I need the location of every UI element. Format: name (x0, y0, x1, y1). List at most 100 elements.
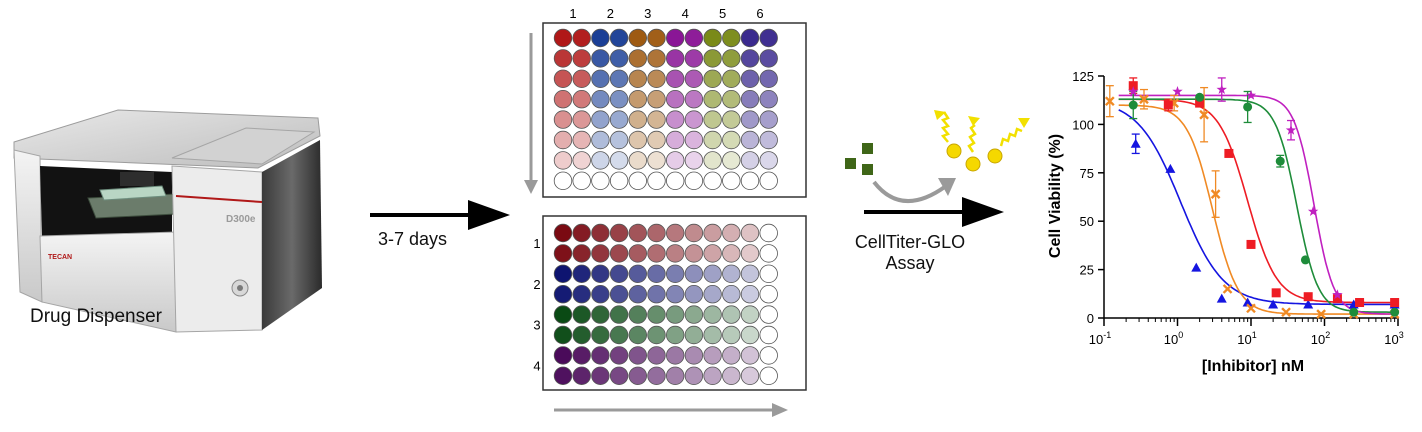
plate-top-well (684, 171, 704, 191)
plate-row-label: 1 (533, 236, 540, 251)
plate-bottom-well (666, 223, 685, 243)
plate-top-well (572, 130, 591, 150)
plate-top-well (740, 69, 760, 89)
plate-bottom-well (591, 325, 610, 345)
plate-top-well (609, 89, 629, 109)
plate-top-well (666, 69, 685, 89)
light-ray-2 (967, 124, 977, 153)
data-point-triangle (1191, 262, 1202, 272)
plate-bottom-well (609, 223, 629, 243)
dilution-vertical-head (524, 180, 538, 194)
data-point-x (1222, 284, 1233, 294)
data-point-triangle (1130, 138, 1141, 148)
plate-bottom-well (553, 366, 573, 386)
plate-bottom-well (609, 285, 629, 304)
y-tick-label: 50 (1080, 214, 1094, 229)
plate-top-well (740, 151, 760, 170)
plate-top-well (647, 89, 666, 109)
plate-top-well (591, 151, 610, 170)
plate-top-well (591, 49, 610, 68)
fit-curve (1118, 94, 1398, 315)
plate-top-well (740, 110, 760, 129)
plate-top-well (666, 130, 685, 150)
plate-top-well (666, 110, 685, 129)
plate-top-well (759, 49, 778, 68)
plate-bottom-well (628, 366, 648, 386)
data-point-star (1332, 289, 1343, 300)
plate-row-label: 3 (533, 318, 540, 333)
plate-top-well (722, 49, 741, 68)
fit-curve (1118, 109, 1398, 306)
plate-top-well (684, 110, 704, 129)
data-point-triangle (1268, 299, 1279, 309)
data-point-x (1246, 303, 1256, 314)
dilution-direction-horizontal-arrow (554, 403, 788, 417)
data-point-star (1307, 206, 1319, 216)
plate-bottom-well (703, 325, 722, 345)
data-point-x (1316, 309, 1326, 319)
plate-top-well (553, 171, 573, 191)
dispenser-model: D300e (226, 214, 256, 225)
data-point-square (1332, 294, 1342, 304)
data-point-x (1139, 94, 1149, 105)
plate-top-well (666, 171, 685, 191)
substrate-square-1 (845, 158, 856, 169)
plate-bottom-well (591, 223, 610, 243)
data-point-square (1355, 298, 1365, 308)
plate-top-well (703, 49, 722, 68)
light-dot-3 (987, 148, 1003, 164)
plate-bottom-well (666, 346, 685, 365)
data-point-star (1172, 86, 1183, 96)
plate-bottom-well (684, 346, 704, 365)
plate-bottom-well (759, 325, 778, 345)
plate-bottom-well (591, 244, 610, 263)
plate-bottom-well (759, 366, 778, 386)
plate-top-well (628, 171, 648, 191)
plate-bottom-well (572, 264, 591, 284)
plate-top-wells (553, 28, 778, 191)
dispenser-right-front (171, 165, 263, 333)
data-point-triangle (1242, 297, 1253, 307)
dispenser-dark-side (262, 140, 322, 330)
plate-bottom-well (684, 366, 704, 386)
plate-bottom-well (759, 305, 778, 324)
plate-top-well (553, 130, 573, 150)
plate-top-well (647, 171, 666, 191)
plate-bottom-well (647, 305, 666, 324)
plate-top-well (553, 110, 573, 129)
plate-top-well (572, 171, 591, 191)
y-tick-label: 125 (1072, 69, 1094, 84)
x-tick-label: 103 (1384, 330, 1403, 347)
dilution-direction-vertical-arrow (524, 33, 538, 194)
drug-dispenser-instrument: TECAN D300e (13, 109, 322, 333)
plate-bottom-well (703, 305, 722, 324)
plate-column-label: 5 (719, 6, 726, 21)
data-point-circle (1195, 92, 1205, 102)
plate-top-well (666, 28, 685, 48)
fit-curve (1118, 98, 1398, 304)
plate-top-well (628, 89, 648, 109)
x-tick-label: 10-1 (1089, 330, 1111, 347)
plate-top-well (628, 110, 648, 129)
plate-bottom-well (666, 305, 685, 324)
plate-top-well (722, 89, 741, 109)
plate-bottom-well (647, 244, 666, 263)
plate-bottom-well (553, 244, 573, 263)
plate-bottom-well (722, 244, 741, 263)
plate-top-well (591, 171, 610, 191)
plate-bottom-well (647, 223, 666, 243)
data-point-star (1285, 124, 1297, 135)
plate-bottom-well (572, 366, 591, 386)
plate-bottom-well (628, 285, 648, 304)
plate-top-well (572, 28, 591, 48)
plate-top-well (609, 49, 629, 68)
data-point-circle (1128, 100, 1138, 110)
data-point-x (1281, 307, 1291, 318)
plate-top-well (609, 151, 629, 170)
data-point-triangle (1216, 293, 1227, 303)
plate-top-well (553, 28, 573, 48)
plate-top-well (628, 28, 648, 48)
light-dot-2 (965, 156, 981, 172)
plate-top-well (553, 49, 573, 68)
